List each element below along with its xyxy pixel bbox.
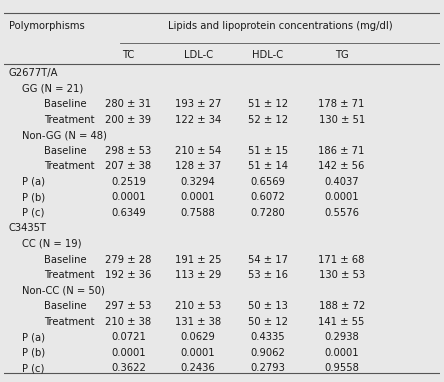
- Text: 192 ± 36: 192 ± 36: [105, 270, 152, 280]
- Text: 0.4335: 0.4335: [250, 332, 285, 342]
- Text: Baseline: Baseline: [44, 99, 86, 109]
- Text: 0.6072: 0.6072: [250, 193, 285, 202]
- Text: TC: TC: [123, 50, 135, 60]
- Text: 128 ± 37: 128 ± 37: [175, 161, 221, 171]
- Text: 0.5576: 0.5576: [324, 208, 359, 218]
- Text: G2677T/A: G2677T/A: [9, 68, 58, 78]
- Text: 279 ± 28: 279 ± 28: [105, 254, 152, 264]
- Text: 0.7588: 0.7588: [181, 208, 215, 218]
- Text: P (c): P (c): [22, 363, 44, 373]
- Text: 50 ± 13: 50 ± 13: [248, 301, 288, 311]
- Text: 0.3294: 0.3294: [181, 177, 215, 187]
- Text: 141 ± 55: 141 ± 55: [318, 317, 365, 327]
- Text: Treatment: Treatment: [44, 161, 94, 171]
- Text: 51 ± 14: 51 ± 14: [248, 161, 288, 171]
- Text: 130 ± 53: 130 ± 53: [319, 270, 365, 280]
- Text: Treatment: Treatment: [44, 270, 94, 280]
- Text: 191 ± 25: 191 ± 25: [175, 254, 221, 264]
- Text: P (b): P (b): [22, 193, 45, 202]
- Text: 142 ± 56: 142 ± 56: [318, 161, 365, 171]
- Text: C3435T: C3435T: [9, 223, 47, 233]
- Text: 0.9558: 0.9558: [324, 363, 359, 373]
- Text: 210 ± 38: 210 ± 38: [105, 317, 151, 327]
- Text: 210 ± 54: 210 ± 54: [175, 146, 221, 156]
- Text: 178 ± 71: 178 ± 71: [318, 99, 365, 109]
- Text: 171 ± 68: 171 ± 68: [318, 254, 365, 264]
- Text: 113 ± 29: 113 ± 29: [175, 270, 221, 280]
- Text: 52 ± 12: 52 ± 12: [248, 115, 288, 125]
- Text: 131 ± 38: 131 ± 38: [175, 317, 221, 327]
- Text: 188 ± 72: 188 ± 72: [318, 301, 365, 311]
- Text: 51 ± 12: 51 ± 12: [248, 99, 288, 109]
- Text: Lipids and lipoprotein concentrations (mg/dl): Lipids and lipoprotein concentrations (m…: [168, 21, 393, 31]
- Text: 297 ± 53: 297 ± 53: [105, 301, 152, 311]
- Text: 207 ± 38: 207 ± 38: [105, 161, 151, 171]
- Text: 0.2793: 0.2793: [250, 363, 285, 373]
- Text: 50 ± 12: 50 ± 12: [248, 317, 288, 327]
- Text: 0.9062: 0.9062: [250, 348, 285, 358]
- Text: P (a): P (a): [22, 177, 45, 187]
- Text: GG (N = 21): GG (N = 21): [22, 84, 83, 94]
- Text: Treatment: Treatment: [44, 115, 94, 125]
- Text: Non-GG (N = 48): Non-GG (N = 48): [22, 130, 107, 140]
- Text: 0.2519: 0.2519: [111, 177, 146, 187]
- Text: Baseline: Baseline: [44, 301, 86, 311]
- Text: 0.0001: 0.0001: [111, 193, 146, 202]
- Text: P (a): P (a): [22, 332, 45, 342]
- Text: TG: TG: [335, 50, 349, 60]
- Text: 193 ± 27: 193 ± 27: [175, 99, 221, 109]
- Text: 0.0001: 0.0001: [111, 348, 146, 358]
- Text: 186 ± 71: 186 ± 71: [318, 146, 365, 156]
- Text: HDL-C: HDL-C: [252, 50, 283, 60]
- Text: 298 ± 53: 298 ± 53: [105, 146, 151, 156]
- Text: CC (N = 19): CC (N = 19): [22, 239, 81, 249]
- Text: 0.0001: 0.0001: [325, 193, 359, 202]
- Text: 0.0721: 0.0721: [111, 332, 146, 342]
- Text: 0.7280: 0.7280: [250, 208, 285, 218]
- Text: 0.0001: 0.0001: [325, 348, 359, 358]
- Text: 280 ± 31: 280 ± 31: [105, 99, 151, 109]
- Text: 51 ± 15: 51 ± 15: [248, 146, 288, 156]
- Text: 0.6569: 0.6569: [250, 177, 285, 187]
- Text: 122 ± 34: 122 ± 34: [175, 115, 221, 125]
- Text: 0.0001: 0.0001: [181, 193, 215, 202]
- Text: 210 ± 53: 210 ± 53: [175, 301, 221, 311]
- Text: 0.6349: 0.6349: [111, 208, 146, 218]
- Text: 0.0001: 0.0001: [181, 348, 215, 358]
- Text: 200 ± 39: 200 ± 39: [105, 115, 151, 125]
- Text: Baseline: Baseline: [44, 146, 86, 156]
- Text: Treatment: Treatment: [44, 317, 94, 327]
- Text: 130 ± 51: 130 ± 51: [318, 115, 365, 125]
- Text: Polymorphisms: Polymorphisms: [9, 21, 84, 31]
- Text: 0.0629: 0.0629: [181, 332, 215, 342]
- Text: P (c): P (c): [22, 208, 44, 218]
- Text: 54 ± 17: 54 ± 17: [248, 254, 288, 264]
- Text: 53 ± 16: 53 ± 16: [248, 270, 288, 280]
- Text: 0.3622: 0.3622: [111, 363, 146, 373]
- Text: 0.2436: 0.2436: [181, 363, 215, 373]
- Text: 0.4037: 0.4037: [325, 177, 359, 187]
- Text: P (b): P (b): [22, 348, 45, 358]
- Text: Baseline: Baseline: [44, 254, 86, 264]
- Text: Non-CC (N = 50): Non-CC (N = 50): [22, 286, 105, 296]
- Text: LDL-C: LDL-C: [183, 50, 213, 60]
- Text: 0.2938: 0.2938: [324, 332, 359, 342]
